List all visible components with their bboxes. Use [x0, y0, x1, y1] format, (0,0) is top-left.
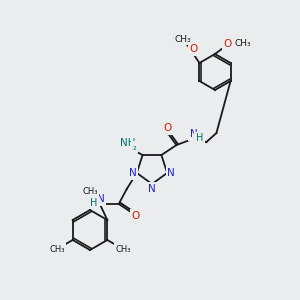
Text: H: H — [90, 198, 98, 208]
Text: O: O — [189, 44, 197, 54]
Text: N: N — [190, 129, 197, 139]
Text: O: O — [163, 123, 172, 133]
Text: N: N — [167, 168, 175, 178]
Text: ₂: ₂ — [133, 142, 136, 152]
Text: CH₃: CH₃ — [82, 188, 98, 196]
Text: CH₃: CH₃ — [174, 34, 191, 43]
Text: N: N — [129, 168, 137, 178]
Text: O: O — [224, 39, 232, 49]
Text: CH₃: CH₃ — [235, 38, 251, 47]
Text: O: O — [132, 211, 140, 221]
Text: NH: NH — [120, 138, 135, 148]
Text: N: N — [97, 194, 105, 204]
Text: CH₃: CH₃ — [115, 244, 131, 253]
Text: N: N — [148, 184, 156, 194]
Text: H: H — [196, 133, 203, 143]
Text: CH₃: CH₃ — [49, 244, 65, 253]
